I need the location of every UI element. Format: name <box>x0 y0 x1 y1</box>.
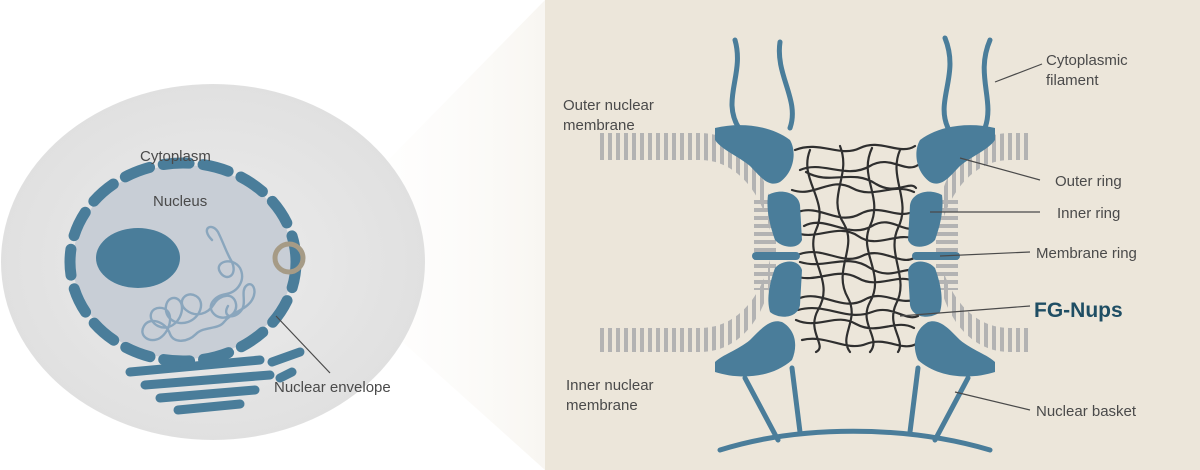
membrane-ring-left <box>752 252 800 260</box>
cytoplasmic-filament-3 <box>941 35 953 131</box>
endoplasmic-reticulum <box>125 347 305 415</box>
basket-strut-4 <box>932 375 971 443</box>
membrane-ring-right <box>912 252 960 260</box>
inner-nuclear-membrane-left <box>600 260 770 352</box>
inner-ring-top-left <box>767 191 802 247</box>
inner-nuclear-membrane-label-line-2: membrane <box>566 397 638 414</box>
fg-nups <box>790 143 920 354</box>
nuclear-envelope-leader <box>275 315 331 374</box>
inner-ring-bottom-left <box>768 261 802 317</box>
cell-illustration: Cytoplasm Nucleus Nuclear envelope <box>1 84 425 440</box>
basket-distal-ring <box>717 428 993 453</box>
cytoplasm-label: Cytoplasm <box>140 148 211 165</box>
basket-strut-3 <box>907 365 921 435</box>
basket-strut-2 <box>789 365 803 435</box>
nuclear-basket-label: Nuclear basket <box>1036 403 1137 420</box>
cytoplasmic-filament-4 <box>981 37 993 131</box>
nuclear-pore-complex: Outer nuclear membrane Inner nuclear mem… <box>563 35 1137 453</box>
chromatin <box>141 225 256 342</box>
outer-ring-top-right <box>916 125 995 184</box>
membrane-ring-leader <box>939 251 1031 257</box>
cytoplasmic-filaments <box>729 35 993 133</box>
fg-nups-leader <box>899 305 1031 317</box>
nuclear-envelope <box>64 157 302 367</box>
detail-panel-background <box>545 0 1200 470</box>
outer-nuclear-membrane-label: Outer nuclear membrane <box>563 97 658 134</box>
cytoplasmic-filament-leader <box>994 63 1043 83</box>
nuclear-basket <box>717 365 993 453</box>
outer-nuclear-membrane-label-line-1: Outer nuclear <box>563 97 654 114</box>
outer-ring-label: Outer ring <box>1055 173 1122 190</box>
nucleus-label: Nucleus <box>153 193 207 210</box>
inner-ring-label: Inner ring <box>1057 205 1120 222</box>
cytoplasmic-filament-label-line-1: Cytoplasmic <box>1046 52 1128 69</box>
inner-ring-top-right <box>908 191 943 247</box>
outer-ring-top-left <box>715 125 794 184</box>
outer-ring-bottom-left <box>715 321 796 377</box>
nuclear-envelope-label: Nuclear envelope <box>274 379 391 396</box>
membrane-ring-label: Membrane ring <box>1036 245 1137 262</box>
inner-nuclear-membrane-right <box>940 260 1030 352</box>
pore-wall-right <box>936 200 958 290</box>
outer-ring-leader <box>959 157 1041 181</box>
cytoplasmic-filament-label-line-2: filament <box>1046 72 1099 89</box>
nuclear-basket-leader <box>954 391 1031 411</box>
outer-nuclear-membrane-label-line-2: membrane <box>563 117 635 134</box>
inner-nuclear-membrane-label-line-1: Inner nuclear <box>566 377 654 394</box>
nuclear-pore-highlight-ring <box>272 241 306 275</box>
outer-nuclear-membrane-left <box>600 133 770 230</box>
nucleolus <box>96 228 180 288</box>
cytoplasmic-filament-1 <box>729 37 743 133</box>
nuclear-envelope-dashes <box>64 157 302 367</box>
cytoplasmic-filament-2 <box>776 39 795 131</box>
leader-lines <box>899 63 1043 411</box>
basket-strut-1 <box>742 375 781 443</box>
cytoplasmic-filament-label: Cytoplasmic filament <box>1046 52 1132 89</box>
inner-ring-bottom-right <box>908 261 942 317</box>
outer-ring-bottom-right <box>914 321 995 377</box>
fg-nups-label: FG-Nups <box>1034 299 1123 322</box>
inner-nuclear-membrane-label: Inner nuclear membrane <box>566 377 658 414</box>
nuclear-membrane <box>600 133 1030 352</box>
